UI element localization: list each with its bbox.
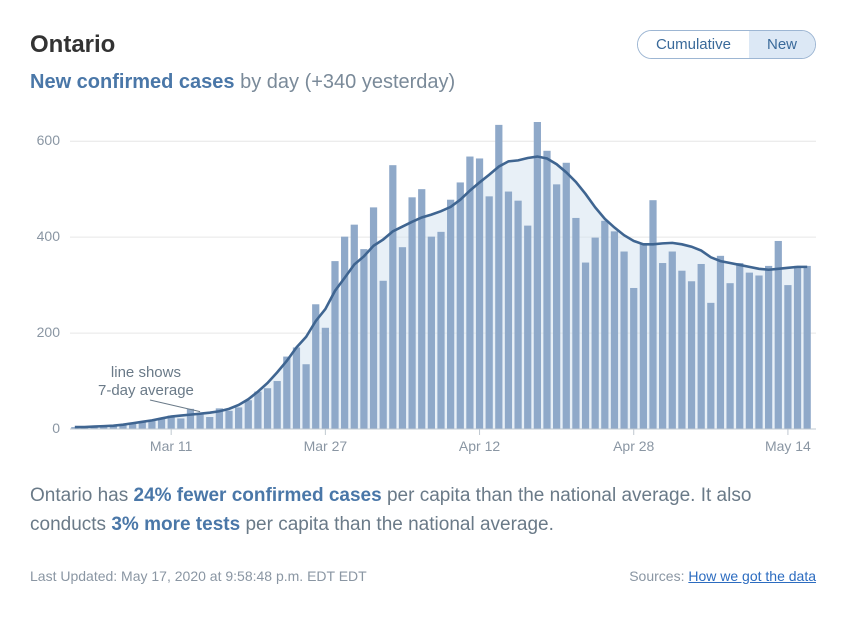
cases-chart: 0 200 400 600 Mar 11 Mar 27 Apr 12 Apr 28 May 14… bbox=[30, 114, 816, 459]
subtitle-rest: by day (+340 yesterday) bbox=[235, 71, 456, 93]
sources-label: Sources: bbox=[629, 568, 688, 584]
summary-pre1: Ontario has bbox=[30, 485, 134, 506]
chart-annotation: line shows 7-day average bbox=[98, 364, 194, 400]
sources-link[interactable]: How we got the data bbox=[688, 568, 816, 584]
sources: Sources: How we got the data bbox=[629, 568, 816, 584]
svg-text:Mar 11: Mar 11 bbox=[150, 438, 193, 454]
svg-text:400: 400 bbox=[37, 228, 61, 244]
svg-text:200: 200 bbox=[37, 324, 61, 340]
view-toggle: Cumulative New bbox=[637, 30, 816, 59]
annotation-line1: line shows bbox=[111, 364, 181, 381]
toggle-new[interactable]: New bbox=[749, 31, 815, 58]
chart-subtitle: New confirmed cases by day (+340 yesterd… bbox=[30, 71, 816, 94]
svg-text:Apr 12: Apr 12 bbox=[459, 438, 500, 454]
subtitle-emph: New confirmed cases bbox=[30, 71, 235, 93]
annotation-line2: 7-day average bbox=[98, 382, 194, 399]
page-title: Ontario bbox=[30, 31, 115, 59]
stat-tests: 3% more tests bbox=[111, 514, 240, 535]
summary-text: Ontario has 24% fewer confirmed cases pe… bbox=[30, 481, 816, 540]
stat-cases: 24% fewer confirmed cases bbox=[134, 485, 382, 506]
svg-text:Mar 27: Mar 27 bbox=[304, 438, 348, 454]
svg-text:600: 600 bbox=[37, 132, 61, 148]
toggle-cumulative[interactable]: Cumulative bbox=[638, 31, 749, 58]
last-updated: Last Updated: May 17, 2020 at 9:58:48 p.… bbox=[30, 568, 367, 584]
svg-text:Apr 28: Apr 28 bbox=[613, 438, 654, 454]
svg-text:0: 0 bbox=[52, 420, 60, 436]
svg-text:May 14: May 14 bbox=[765, 438, 811, 454]
summary-post: per capita than the national average. bbox=[240, 514, 554, 535]
